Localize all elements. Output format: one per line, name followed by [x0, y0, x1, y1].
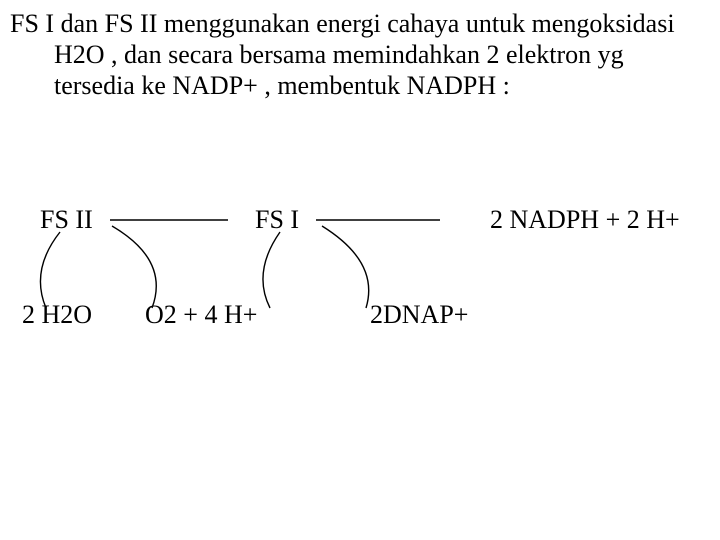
paragraph-text: FS I dan FS II menggunakan energi cahaya…	[10, 8, 710, 102]
label-nadph: 2 NADPH + 2 H+	[490, 205, 680, 235]
label-h2o: 2 H2O	[22, 300, 92, 330]
label-o2-4h: O2 + 4 H+	[145, 300, 257, 330]
label-2dnap: 2DNAP+	[370, 300, 468, 330]
label-fs-i: FS I	[255, 205, 299, 235]
label-fs-ii: FS II	[40, 205, 93, 235]
